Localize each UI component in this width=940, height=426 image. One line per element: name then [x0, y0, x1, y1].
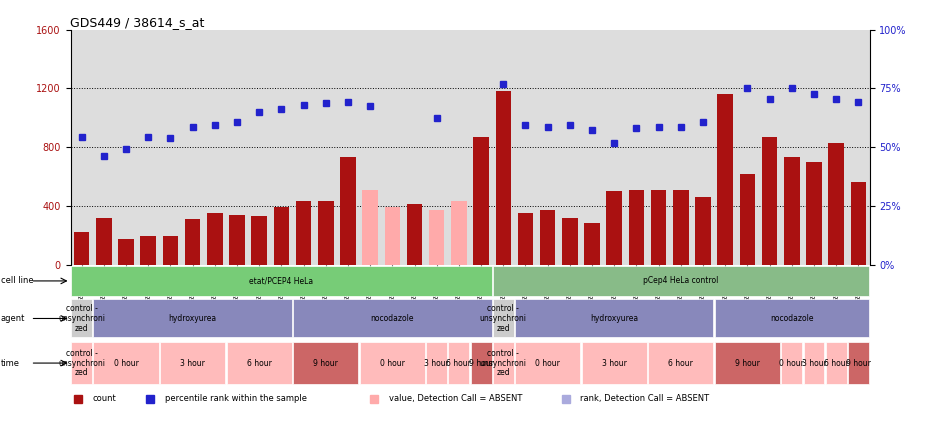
Bar	[118, 239, 133, 265]
Bar	[163, 236, 179, 265]
Text: GDS449 / 38614_s_at: GDS449 / 38614_s_at	[70, 16, 205, 29]
Text: 9 hour: 9 hour	[846, 359, 870, 368]
Bar	[93, 299, 291, 337]
Bar	[582, 342, 647, 384]
Bar	[848, 342, 869, 384]
Text: 9 hour: 9 hour	[735, 359, 760, 368]
Text: control -
unsynchroni
zed: control - unsynchroni zed	[479, 304, 526, 333]
Text: agent: agent	[1, 314, 25, 323]
Text: 0 hour: 0 hour	[114, 359, 138, 368]
Text: 0 hour: 0 hour	[380, 359, 405, 368]
Text: 3 hour: 3 hour	[424, 359, 449, 368]
Text: etat/PCEP4 HeLa: etat/PCEP4 HeLa	[249, 276, 313, 285]
Text: control -
unsynchroni
zed: control - unsynchroni zed	[479, 349, 526, 377]
Bar	[71, 299, 92, 337]
Bar	[540, 210, 556, 265]
Bar	[493, 342, 514, 384]
Bar	[515, 299, 713, 337]
Text: 6 hour: 6 hour	[246, 359, 272, 368]
Bar	[96, 218, 112, 265]
Text: 9 hour: 9 hour	[469, 359, 494, 368]
Bar	[515, 342, 580, 384]
Text: 3 hour: 3 hour	[602, 359, 627, 368]
Bar	[649, 342, 713, 384]
Text: percentile rank within the sample: percentile rank within the sample	[164, 394, 306, 403]
Bar	[274, 207, 290, 265]
Text: count: count	[93, 394, 117, 403]
Bar	[340, 158, 355, 265]
Bar	[825, 342, 847, 384]
Bar	[426, 342, 447, 384]
Bar	[495, 92, 511, 265]
Text: rank, Detection Call = ABSENT: rank, Detection Call = ABSENT	[580, 394, 710, 403]
Bar	[471, 342, 492, 384]
Bar	[140, 236, 156, 265]
Text: 6 hour: 6 hour	[668, 359, 694, 368]
Bar	[714, 342, 780, 384]
Text: time: time	[1, 359, 20, 368]
Bar	[448, 342, 469, 384]
Bar	[493, 266, 869, 296]
Bar	[606, 191, 622, 265]
Bar	[227, 342, 291, 384]
Text: 0 hour: 0 hour	[779, 359, 805, 368]
Bar	[585, 223, 600, 265]
Bar	[318, 201, 334, 265]
Bar	[696, 197, 711, 265]
Bar	[384, 207, 400, 265]
Bar	[673, 190, 689, 265]
Bar	[740, 173, 755, 265]
Text: pCep4 HeLa control: pCep4 HeLa control	[643, 276, 718, 285]
Text: 9 hour: 9 hour	[313, 359, 338, 368]
Bar	[474, 137, 489, 265]
Text: control -
unsynchroni
zed: control - unsynchroni zed	[58, 349, 105, 377]
Bar	[251, 216, 267, 265]
Bar	[185, 219, 200, 265]
Text: nocodazole: nocodazole	[370, 314, 414, 323]
Text: 6 hour: 6 hour	[823, 359, 849, 368]
Bar	[761, 137, 777, 265]
Text: control -
unsynchroni
zed: control - unsynchroni zed	[58, 304, 105, 333]
Bar	[451, 201, 466, 265]
Bar	[518, 213, 533, 265]
Text: 3 hour: 3 hour	[802, 359, 826, 368]
Bar	[360, 342, 425, 384]
Bar	[804, 342, 824, 384]
Bar	[429, 210, 445, 265]
Bar	[784, 158, 800, 265]
Bar	[714, 299, 869, 337]
Bar	[493, 299, 514, 337]
Text: hydroxyurea: hydroxyurea	[168, 314, 216, 323]
Bar	[629, 190, 644, 265]
Bar	[74, 232, 89, 265]
Bar	[229, 215, 244, 265]
Bar	[296, 201, 311, 265]
Text: 3 hour: 3 hour	[180, 359, 205, 368]
Bar	[71, 266, 492, 296]
Text: 6 hour: 6 hour	[446, 359, 471, 368]
Text: cell line: cell line	[1, 276, 34, 285]
Bar	[71, 342, 92, 384]
Bar	[293, 299, 492, 337]
Bar	[160, 342, 226, 384]
Text: hydroxyurea: hydroxyurea	[590, 314, 638, 323]
Bar	[807, 162, 822, 265]
Text: 0 hour: 0 hour	[535, 359, 560, 368]
Text: nocodazole: nocodazole	[770, 314, 813, 323]
Bar	[407, 204, 422, 265]
Bar	[717, 94, 733, 265]
Bar	[828, 143, 844, 265]
Bar	[562, 218, 578, 265]
Bar	[650, 190, 666, 265]
Bar	[851, 182, 866, 265]
Bar	[362, 190, 378, 265]
Text: value, Detection Call = ABSENT: value, Detection Call = ABSENT	[388, 394, 522, 403]
Bar	[293, 342, 358, 384]
Bar	[207, 213, 223, 265]
Bar	[93, 342, 159, 384]
Bar	[781, 342, 802, 384]
